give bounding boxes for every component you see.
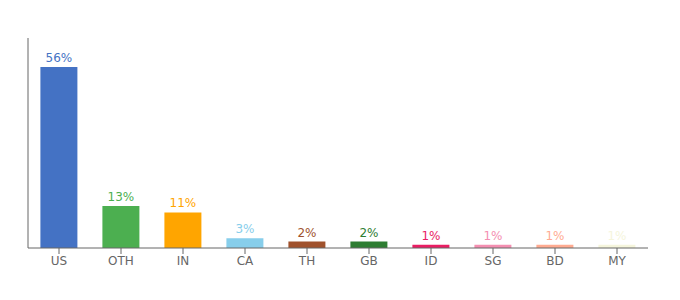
svg-text:BD: BD <box>546 254 563 268</box>
svg-text:SG: SG <box>485 254 502 268</box>
svg-text:3%: 3% <box>235 222 254 236</box>
svg-text:TH: TH <box>298 254 315 268</box>
svg-text:1%: 1% <box>545 229 564 243</box>
svg-text:1%: 1% <box>483 229 502 243</box>
svg-text:IN: IN <box>177 254 190 268</box>
svg-text:2%: 2% <box>359 226 378 240</box>
svg-text:US: US <box>51 254 67 268</box>
svg-text:OTH: OTH <box>108 254 134 268</box>
svg-text:2%: 2% <box>297 226 316 240</box>
svg-text:GB: GB <box>360 254 378 268</box>
svg-text:56%: 56% <box>46 51 73 65</box>
svg-text:11%: 11% <box>170 196 197 210</box>
svg-text:CA: CA <box>237 254 254 268</box>
svg-text:1%: 1% <box>421 229 440 243</box>
svg-text:MY: MY <box>608 254 626 268</box>
svg-text:1%: 1% <box>607 229 626 243</box>
svg-text:13%: 13% <box>108 190 135 204</box>
svg-text:ID: ID <box>425 254 438 268</box>
